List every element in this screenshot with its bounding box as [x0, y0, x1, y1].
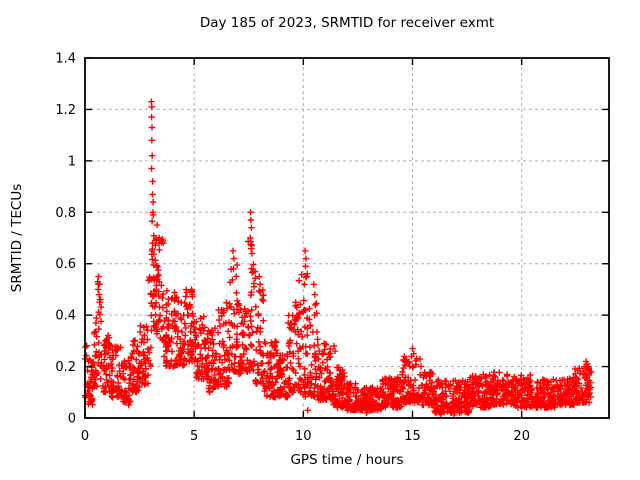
x-tick-label-5: 5 [190, 429, 198, 444]
x-axis-label: GPS time / hours [290, 452, 404, 468]
x-tick-label-20: 20 [513, 429, 530, 444]
y-tick-label-0-2: 0.2 [55, 360, 76, 375]
scatter-points [81, 98, 595, 419]
y-tick-label-1-4: 1.4 [55, 52, 76, 67]
plot-border [84, 57, 610, 419]
y-tick-label-1-2: 1.2 [55, 103, 76, 118]
y-tick-label-0: 0 [68, 412, 76, 427]
grid-lines [85, 58, 609, 418]
y-tick-label-1: 1 [68, 154, 76, 169]
y-tick-label-0-8: 0.8 [55, 206, 76, 221]
x-tick-label-10: 10 [295, 429, 312, 444]
y-tick-label-0-4: 0.4 [55, 309, 76, 324]
y-tick-label-0-6: 0.6 [55, 257, 76, 272]
chart-title: Day 185 of 2023, SRMTID for receiver exm… [199, 15, 495, 31]
x-tick-label-0: 0 [81, 429, 89, 444]
x-tick-label-15: 15 [404, 429, 421, 444]
tick-marks [84, 57, 609, 419]
